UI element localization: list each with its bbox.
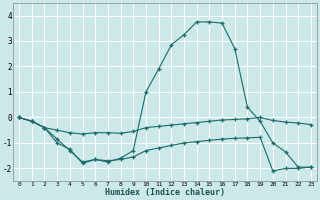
X-axis label: Humidex (Indice chaleur): Humidex (Indice chaleur) [105,188,225,197]
